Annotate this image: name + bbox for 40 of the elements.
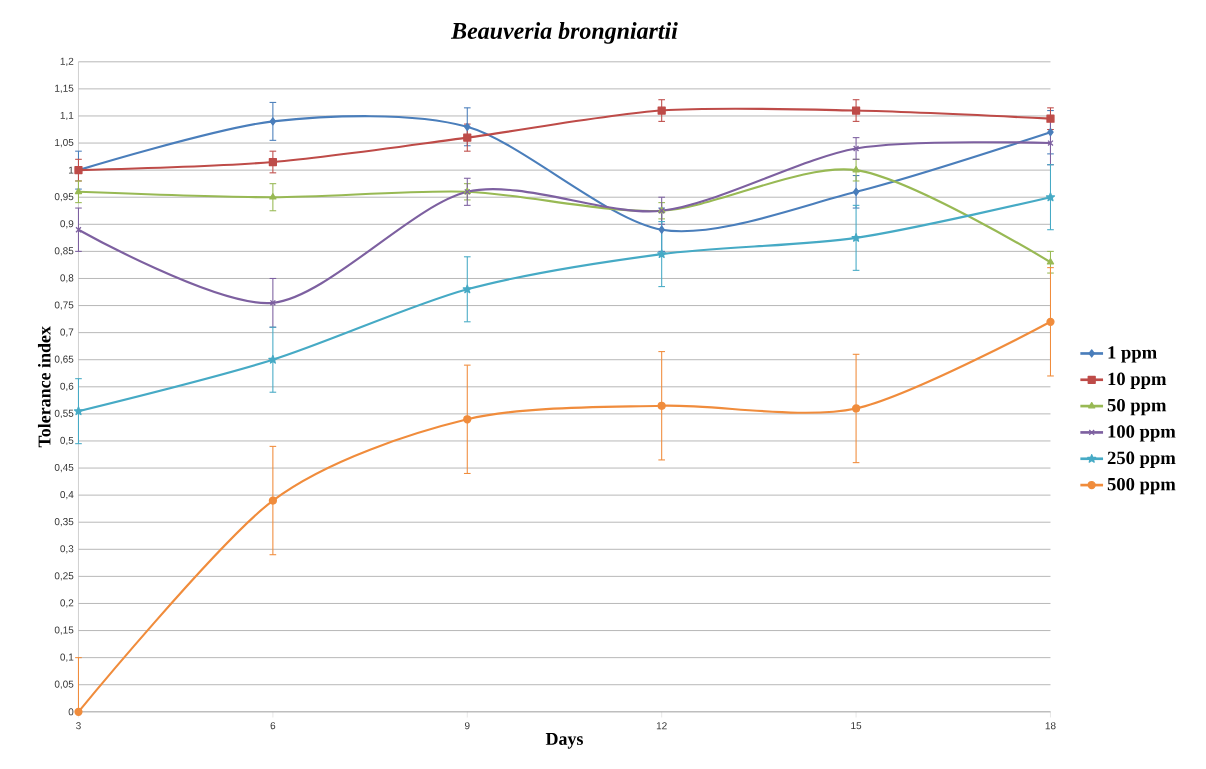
y-tick-label: 0,4 <box>60 491 74 500</box>
y-tick-label: 0,15 <box>54 626 74 635</box>
y-tick-label: 0,85 <box>54 247 74 256</box>
x-tick-label: 18 <box>1045 722 1056 730</box>
y-tick-label: 0,6 <box>60 382 74 392</box>
y-tick-label: 1,05 <box>55 139 74 148</box>
chart-title: Beauveria brongniartii <box>450 22 678 44</box>
y-tick-label: 0,55 <box>54 409 74 419</box>
y-axis-title: Tolerance index <box>37 326 51 448</box>
legend-label: 500 ppm <box>1107 478 1176 495</box>
x-tick-label: 3 <box>76 722 81 730</box>
legend-label: 1 ppm <box>1108 346 1157 363</box>
y-tick-label: 0,25 <box>54 572 74 581</box>
y-tick-label: 0,95 <box>54 193 74 202</box>
y-tick-label: 0,65 <box>54 355 74 365</box>
legend-label: 50 ppm <box>1107 399 1167 416</box>
x-tick-label: 12 <box>656 722 667 730</box>
x-tick-label: 15 <box>851 722 862 730</box>
legend-label: 100 ppm <box>1108 425 1176 442</box>
y-tick-label: 0,1 <box>60 653 74 662</box>
y-tick-label: 0,8 <box>60 274 74 283</box>
x-tick-label: 6 <box>270 722 276 730</box>
y-tick-label: 0,05 <box>54 680 74 690</box>
y-tick-label: 0,2 <box>60 599 74 608</box>
y-tick-label: 0,5 <box>60 437 74 446</box>
y-tick-label: 1 <box>68 166 74 174</box>
y-tick-label: 0,7 <box>60 328 74 337</box>
y-tick-label: 0,45 <box>54 464 74 473</box>
y-tick-label: 1,1 <box>60 112 74 121</box>
x-tick-label: 9 <box>464 722 470 730</box>
y-tick-label: 0 <box>68 708 74 716</box>
y-tick-label: 0,9 <box>60 220 74 229</box>
y-tick-label: 1,15 <box>55 85 74 94</box>
y-tick-label: 0,75 <box>54 301 74 310</box>
y-tick-label: 0,35 <box>54 518 74 527</box>
legend-label: 250 ppm <box>1107 451 1176 469</box>
y-tick-label: 1,2 <box>60 57 74 67</box>
y-tick-label: 0,3 <box>60 545 74 554</box>
x-axis-title: Days <box>545 733 583 749</box>
legend-label: 10 ppm <box>1108 372 1167 390</box>
